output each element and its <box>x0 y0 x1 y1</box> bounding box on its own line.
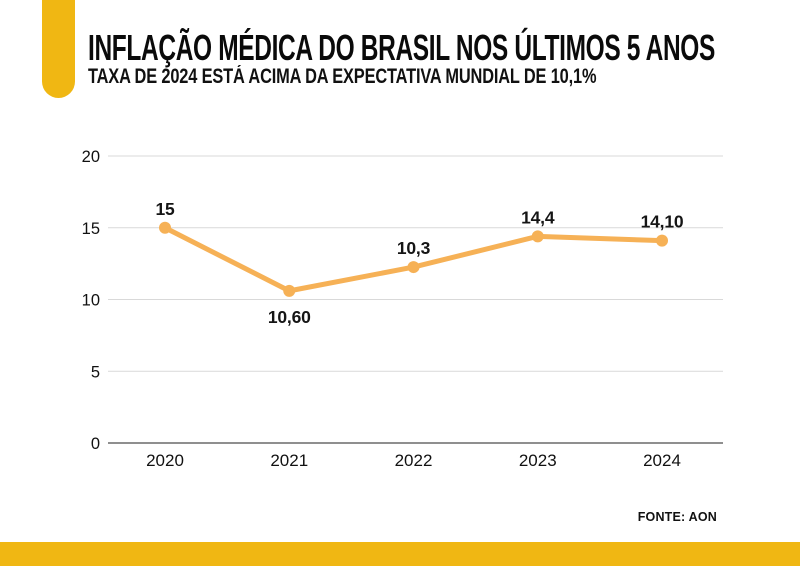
x-tick-label: 2021 <box>270 451 308 470</box>
y-tick-label: 20 <box>82 148 100 166</box>
data-point <box>656 234 668 247</box>
x-tick-label: 2024 <box>643 451 681 470</box>
y-tick-label: 0 <box>91 435 100 453</box>
y-tick-label: 10 <box>82 292 100 310</box>
y-tick-label: 5 <box>91 363 100 381</box>
data-point <box>283 284 296 297</box>
line-chart-svg: 20 15 10 5 0 2020 2021 2022 2023 2024 15 10,60 10,3 1… <box>82 148 723 470</box>
x-tick-label: 2023 <box>519 451 557 470</box>
accent-bar-left <box>42 0 75 98</box>
data-point <box>531 230 544 243</box>
source-credit: FONTE: AON <box>637 510 717 524</box>
y-tick-label: 15 <box>82 220 100 238</box>
x-tick-label: 2022 <box>395 451 433 470</box>
data-point-label: 10,3 <box>397 238 431 258</box>
data-point <box>159 221 171 234</box>
data-point-label: 15 <box>155 199 175 219</box>
accent-bar-bottom <box>0 542 800 566</box>
data-point-label: 14,4 <box>521 207 555 227</box>
page-subtitle: TAXA DE 2024 ESTÁ ACIMA DA EXPECTATIVA M… <box>88 65 597 88</box>
page-title: INFLAÇÃO MÉDICA DO BRASIL NOS ÚLTIMOS 5 … <box>88 27 715 68</box>
x-tick-label: 2020 <box>146 451 184 470</box>
data-point-label: 10,60 <box>268 307 311 327</box>
data-point <box>407 261 420 274</box>
data-point-label: 14,10 <box>641 212 684 232</box>
